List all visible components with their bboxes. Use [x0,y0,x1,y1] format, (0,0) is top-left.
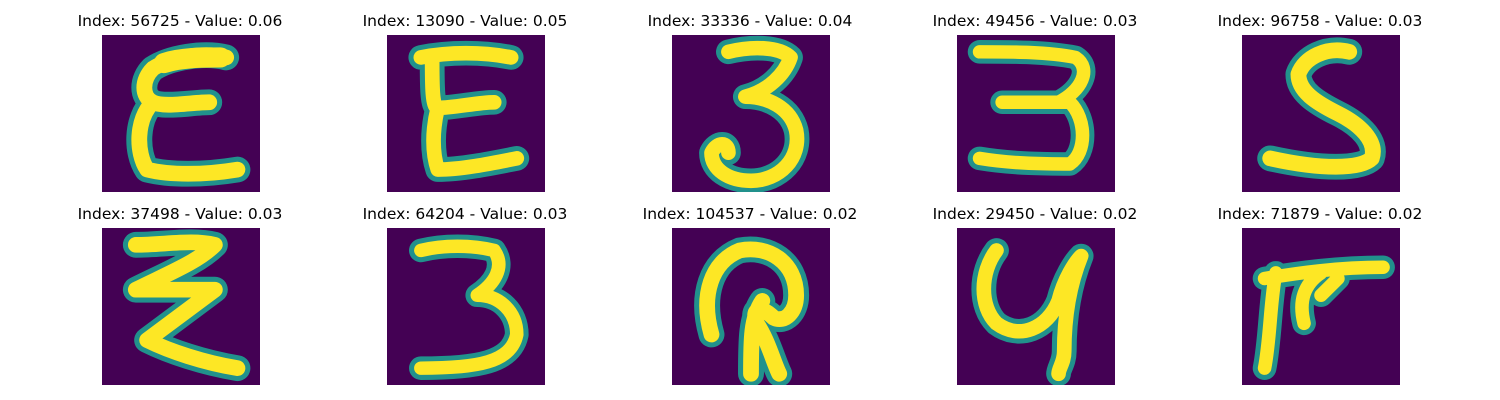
digit-panel: Index: 49456 - Value: 0.03 [885,0,1185,192]
digit-panel: Index: 37498 - Value: 0.03 [30,193,330,385]
digit-image [387,228,545,385]
digit-panel: Index: 29450 - Value: 0.02 [885,193,1185,385]
digit-panel: Index: 71879 - Value: 0.02 [1170,193,1470,385]
digit-image [102,35,260,192]
digit-image [387,35,545,192]
panel-title: Index: 49456 - Value: 0.03 [932,12,1138,30]
digit-image [672,35,830,192]
digit-image [1242,35,1400,192]
panel-title: Index: 37498 - Value: 0.03 [77,205,283,223]
panel-title: Index: 29450 - Value: 0.02 [932,205,1138,223]
panel-title: Index: 56725 - Value: 0.06 [77,12,283,30]
panel-title: Index: 64204 - Value: 0.03 [362,205,568,223]
digit-panel: Index: 64204 - Value: 0.03 [315,193,615,385]
panel-title: Index: 13090 - Value: 0.05 [362,12,568,30]
digit-panel: Index: 96758 - Value: 0.03 [1170,0,1470,192]
panel-title: Index: 71879 - Value: 0.02 [1217,205,1423,223]
digit-panel: Index: 13090 - Value: 0.05 [315,0,615,192]
digit-image [102,228,260,385]
digit-panel: Index: 56725 - Value: 0.06 [30,0,330,192]
digit-panel: Index: 104537 - Value: 0.02 [600,193,900,385]
digit-image [1242,228,1400,385]
panel-title: Index: 104537 - Value: 0.02 [642,205,858,223]
digit-image [672,228,830,385]
panel-title: Index: 33336 - Value: 0.04 [647,12,853,30]
digit-image [957,35,1115,192]
digit-panel: Index: 33336 - Value: 0.04 [600,0,900,192]
digit-image [957,228,1115,385]
panel-title: Index: 96758 - Value: 0.03 [1217,12,1423,30]
